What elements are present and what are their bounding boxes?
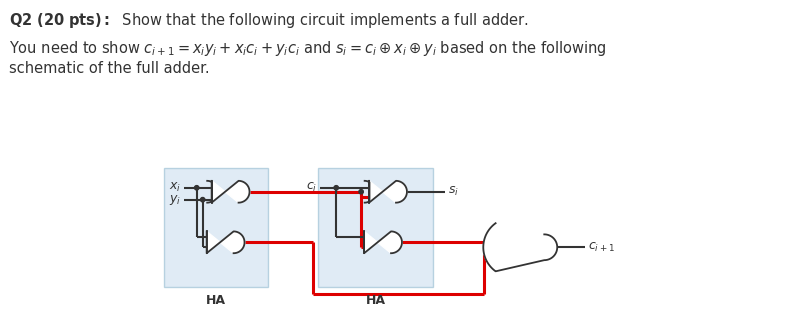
Polygon shape <box>211 181 249 202</box>
Text: schematic of the full adder.: schematic of the full adder. <box>9 61 210 76</box>
Text: $x_i$: $x_i$ <box>169 181 181 194</box>
Circle shape <box>195 186 199 190</box>
Polygon shape <box>484 223 557 271</box>
Text: $s_i$: $s_i$ <box>448 185 458 198</box>
Text: $\mathbf{Q2\ (20\ pts):}$  Show that the following circuit implements a full add: $\mathbf{Q2\ (20\ pts):}$ Show that the … <box>9 11 529 30</box>
Polygon shape <box>369 181 407 202</box>
Circle shape <box>200 198 205 202</box>
Polygon shape <box>364 231 402 253</box>
Text: $c_i$: $c_i$ <box>306 181 317 194</box>
Polygon shape <box>207 231 245 253</box>
Text: You need to show $c_{i+1} = x_iy_i + x_ic_i + y_ic_i$ and $s_i = c_i \oplus x_i : You need to show $c_{i+1} = x_iy_i + x_i… <box>9 39 607 58</box>
Text: $c_{i+1}$: $c_{i+1}$ <box>588 241 615 254</box>
Circle shape <box>334 186 338 190</box>
FancyBboxPatch shape <box>164 168 268 287</box>
Text: HA: HA <box>365 294 386 307</box>
FancyBboxPatch shape <box>318 168 433 287</box>
Text: HA: HA <box>206 294 226 307</box>
Text: $y_i$: $y_i$ <box>169 193 181 207</box>
Circle shape <box>359 190 363 194</box>
